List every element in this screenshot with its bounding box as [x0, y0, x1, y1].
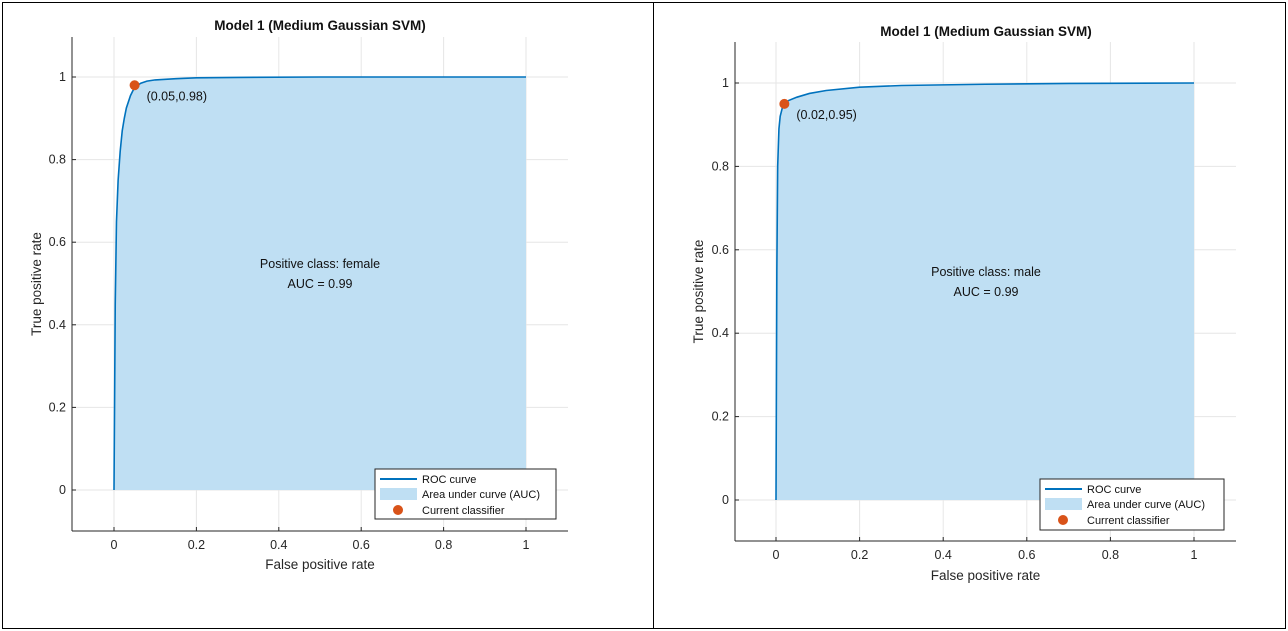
legend-area-swatch: [380, 488, 417, 500]
current-classifier-point: [129, 80, 140, 91]
legend-item-label: ROC curve: [1087, 484, 1141, 496]
auc-area: [776, 83, 1194, 500]
positive-class-label: Positive class: male: [931, 265, 1041, 279]
y-tick-label: 0.4: [49, 318, 66, 332]
legend-point-swatch: [393, 505, 403, 515]
right-panel-frame: [653, 2, 1286, 629]
legend-item-label: Area under curve (AUC): [422, 489, 540, 501]
x-tick-label: 0.8: [435, 538, 452, 552]
positive-class-label: Positive class: female: [260, 257, 380, 271]
x-tick-label: 0.6: [353, 538, 370, 552]
current-classifier-label: (0.02,0.95): [796, 108, 856, 122]
x-tick-label: 0: [773, 548, 780, 562]
y-tick-label: 0.6: [712, 243, 729, 257]
y-tick-label: 0.6: [49, 235, 66, 249]
y-tick-label: 0.2: [712, 410, 729, 424]
y-tick-label: 0.4: [712, 326, 729, 340]
left-panel-frame: [2, 2, 654, 629]
x-axis-label: False positive rate: [265, 557, 375, 572]
auc-area: [114, 77, 526, 490]
x-tick-label: 0.4: [935, 548, 952, 562]
chart-title: Model 1 (Medium Gaussian SVM): [214, 18, 426, 33]
x-tick-label: 0.4: [270, 538, 287, 552]
legend-area-swatch: [1045, 498, 1082, 510]
y-axis-label: True positive rate: [691, 240, 706, 344]
legend-item-label: Area under curve (AUC): [1087, 499, 1205, 511]
chart-title: Model 1 (Medium Gaussian SVM): [880, 24, 1092, 39]
y-tick-label: 0.2: [49, 400, 66, 414]
x-tick-label: 0: [111, 538, 118, 552]
legend-item-label: ROC curve: [422, 474, 476, 486]
legend-item-label: Current classifier: [1087, 515, 1170, 527]
roc-chart-female: 0 0.2 0.4 0.6 0.8 1 0 0.2 0.4 0.6 0.8 1 Model 1 (Med…: [29, 18, 568, 572]
current-classifier-point: [779, 98, 790, 109]
roc-curve-line: [775, 82, 1195, 501]
x-tick-label: 0.8: [1102, 548, 1119, 562]
x-tick-label: 0.6: [1018, 548, 1035, 562]
legend-point-swatch: [1058, 515, 1068, 525]
auc-value-label: AUC = 0.99: [288, 277, 353, 291]
y-axis-label: True positive rate: [29, 232, 44, 336]
legend-item-label: Current classifier: [422, 505, 505, 517]
x-tick-label: 0.2: [188, 538, 205, 552]
x-tick-label: 0.2: [851, 548, 868, 562]
x-tick-label: 1: [1191, 548, 1198, 562]
y-tick-label: 0.8: [49, 153, 66, 167]
y-tick-label: 0: [722, 493, 729, 507]
x-tick-label: 1: [523, 538, 530, 552]
y-tick-label: 0: [59, 483, 66, 497]
y-tick-label: 1: [59, 70, 66, 84]
x-axis-label: False positive rate: [931, 568, 1041, 583]
y-tick-label: 0.8: [712, 159, 729, 173]
current-classifier-label: (0.05,0.98): [147, 89, 207, 103]
y-tick-label: 1: [722, 76, 729, 90]
auc-value-label: AUC = 0.99: [954, 285, 1019, 299]
